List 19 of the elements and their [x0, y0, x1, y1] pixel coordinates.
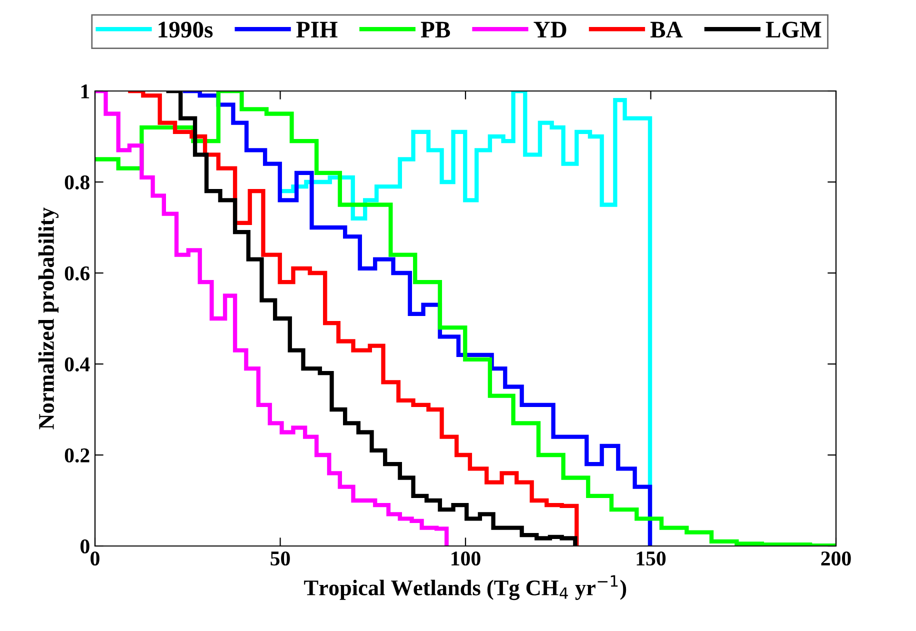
- y-tick-label: 0.8: [64, 175, 90, 190]
- legend-label: PIH: [296, 22, 338, 38]
- y-tick-label: 0.2: [64, 448, 90, 463]
- legend-label: PB: [420, 22, 450, 38]
- legend-label: BA: [650, 22, 683, 38]
- y-tick-label: 0.4: [64, 357, 90, 372]
- x-tick-label: 0: [90, 551, 100, 566]
- legend-label: LGM: [766, 22, 822, 38]
- x-axis-title: Tropical Wetlands (Tg CH$_{4}$ yr$^{−1}$): [304, 575, 626, 600]
- y-axis-title: Normalized probability: [38, 207, 59, 430]
- x-tick-label: 50: [270, 551, 290, 566]
- y-tick-label: 0.6: [64, 266, 90, 281]
- legend-label: YD: [534, 22, 566, 38]
- x-tick-label: 200: [821, 551, 851, 566]
- x-tick-label: 100: [452, 551, 480, 566]
- legend-label: 1990s: [158, 22, 213, 38]
- y-tick-label: 1: [81, 84, 90, 98]
- x-tick-label: 150: [636, 551, 666, 566]
- y-tick-label: 0: [80, 539, 90, 554]
